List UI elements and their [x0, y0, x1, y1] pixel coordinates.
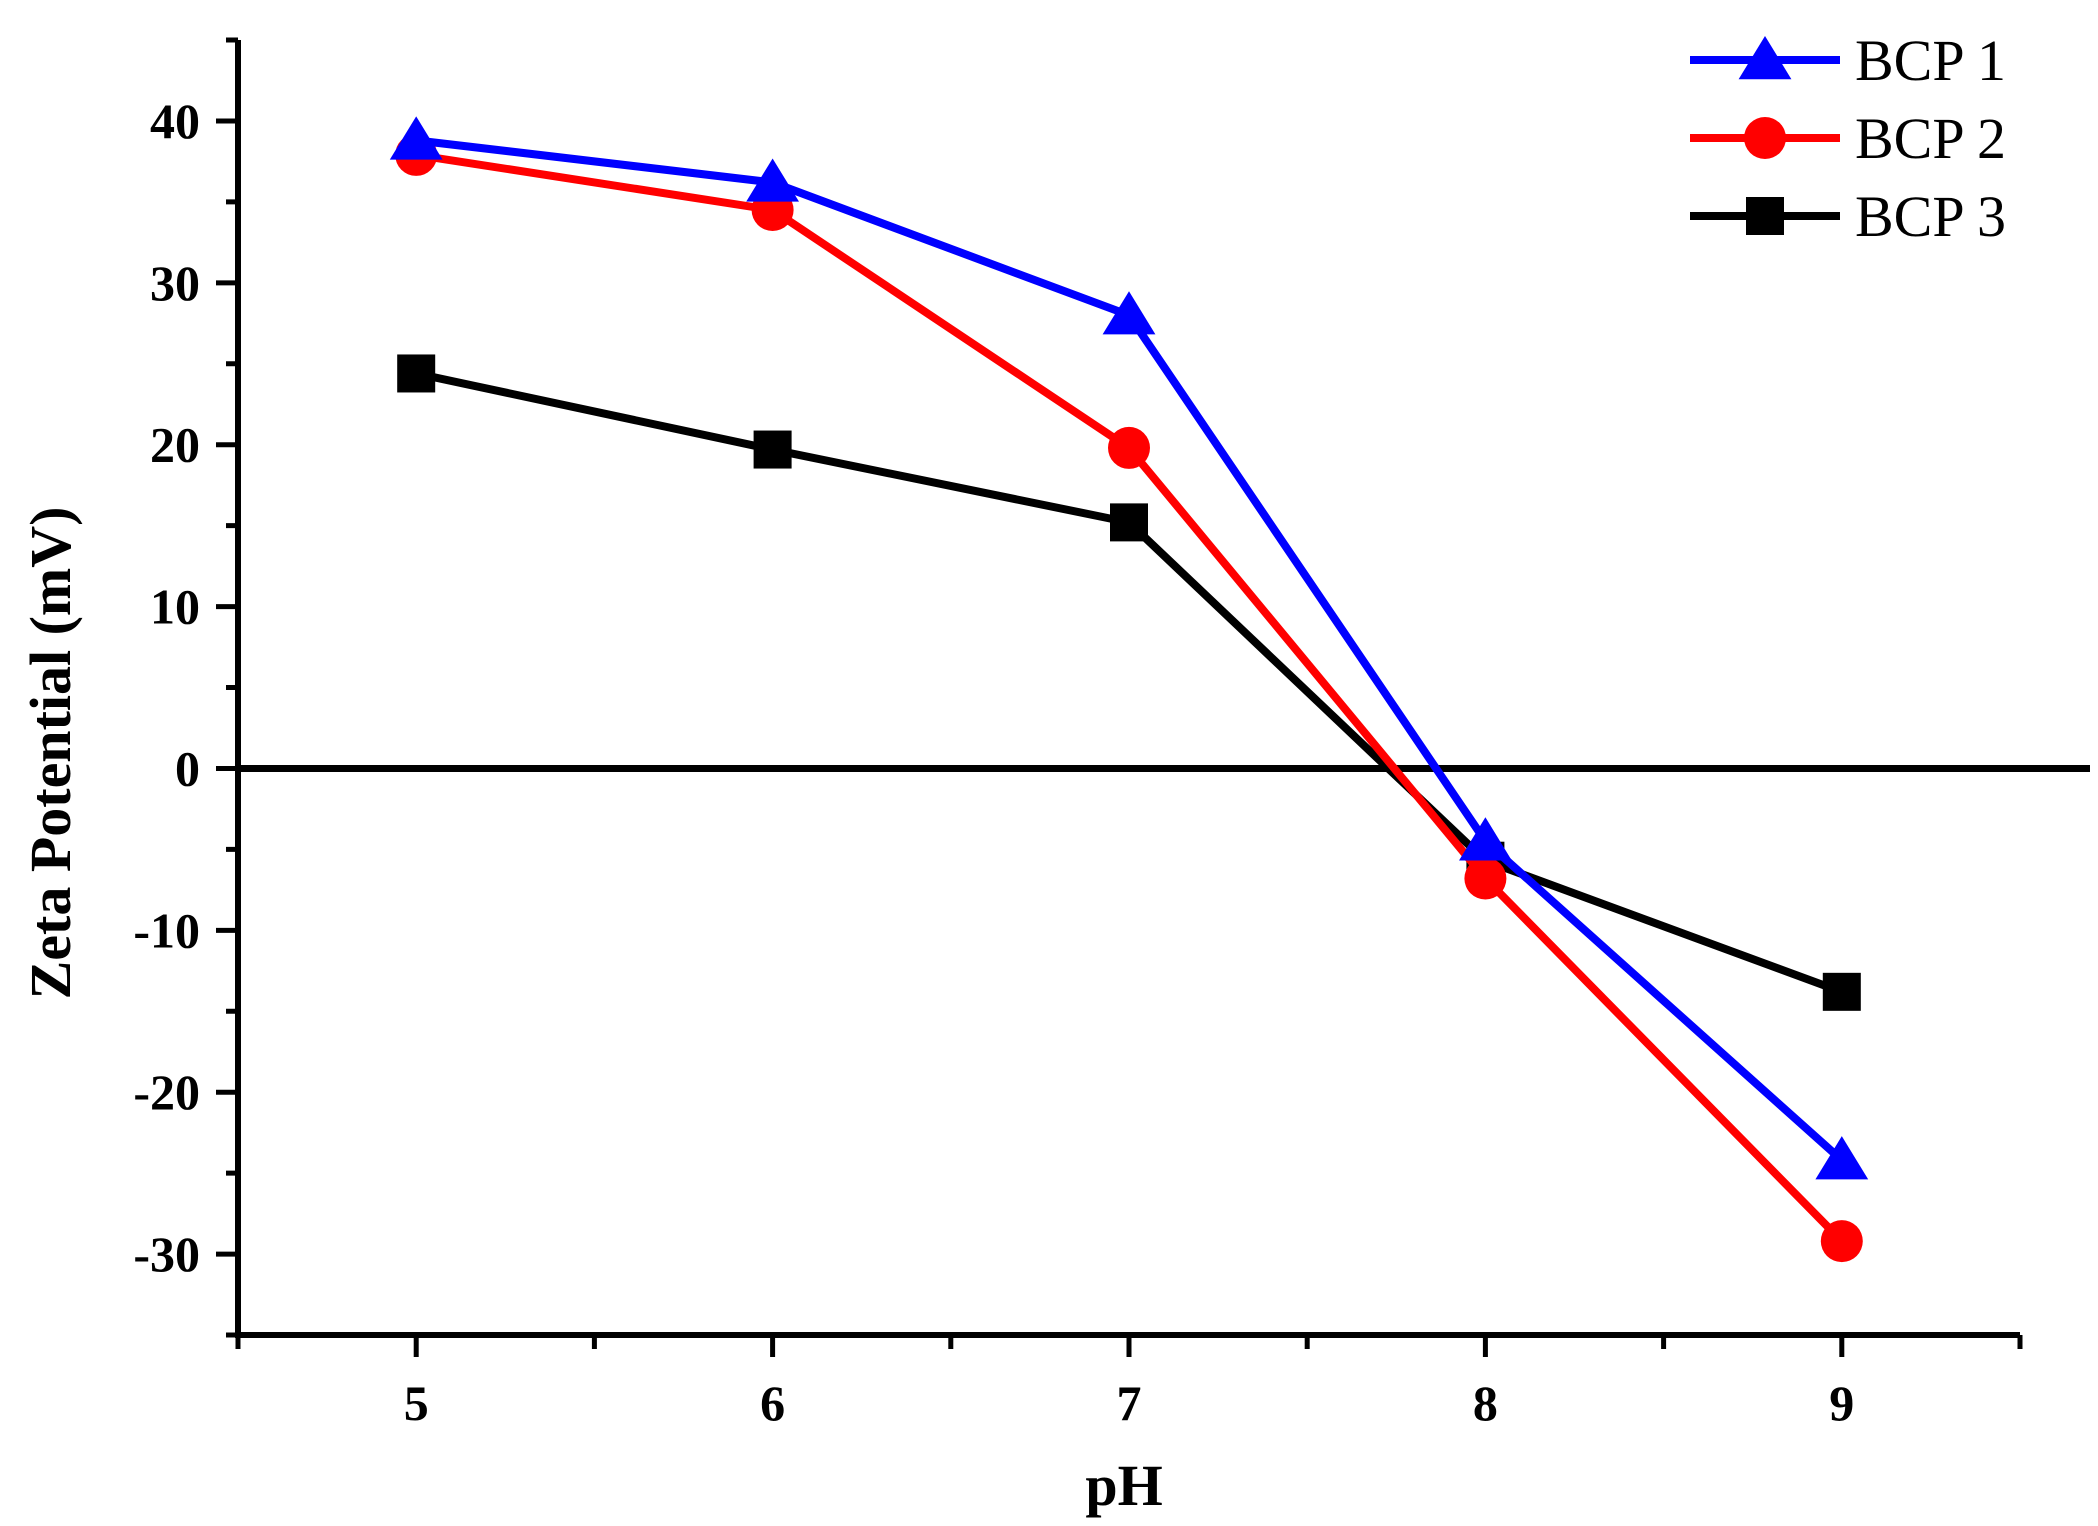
y-tick-label: 30: [150, 255, 200, 311]
x-axis-title: pH: [1085, 1453, 1162, 1518]
data-point-square: [397, 354, 436, 393]
data-point-square: [1822, 972, 1861, 1011]
data-point-circle: [1464, 857, 1507, 900]
legend-marker: [1744, 117, 1786, 159]
legend-label: BCP 2: [1855, 106, 2006, 171]
legend-item: BCP 2: [1690, 106, 2006, 171]
data-point-triangle: [1102, 291, 1156, 335]
data-point-square: [753, 430, 792, 469]
series-layer: [389, 116, 1869, 1263]
legend-marker: [1746, 197, 1784, 235]
y-tick-label: 10: [150, 579, 200, 635]
legend: BCP 1 BCP 2 BCP 3: [1690, 28, 2006, 249]
legend-label: BCP 3: [1855, 184, 2006, 249]
axes: [216, 37, 2023, 1357]
x-tick-label: 8: [1473, 1375, 1498, 1431]
y-tick-label: 40: [150, 93, 200, 149]
data-point-triangle: [746, 158, 799, 202]
data-point-circle: [1820, 1220, 1863, 1263]
data-point-circle: [1108, 426, 1150, 469]
y-tick-label: -30: [133, 1226, 200, 1282]
x-tick-label: 7: [1117, 1375, 1142, 1431]
data-point-triangle: [1815, 1136, 1869, 1180]
y-tick-label: -10: [133, 902, 200, 958]
x-tick-label: 9: [1829, 1375, 1854, 1431]
legend-item: BCP 1: [1690, 28, 2006, 93]
data-point-triangle: [389, 116, 443, 160]
legend-item: BCP 3: [1690, 184, 2006, 249]
series-bcp-1: [389, 116, 1869, 1180]
x-tick-label: 6: [760, 1375, 785, 1431]
y-tick-label: 0: [175, 740, 200, 796]
y-tick-label: 20: [150, 417, 200, 473]
x-tick-label: 5: [404, 1375, 429, 1431]
series-bcp-3: [397, 354, 1861, 1011]
y-axis-title: Zeta Potential (mV): [18, 507, 83, 1000]
legend-marker: [1738, 36, 1792, 80]
data-point-square: [1110, 503, 1148, 542]
tick-labels: 40 30 20 10 0 -10 -20 -30 5 6 7 8 9: [133, 93, 1854, 1431]
legend-label: BCP 1: [1855, 28, 2006, 93]
data-point-triangle: [1459, 817, 1512, 861]
y-tick-label: -20: [133, 1064, 200, 1120]
